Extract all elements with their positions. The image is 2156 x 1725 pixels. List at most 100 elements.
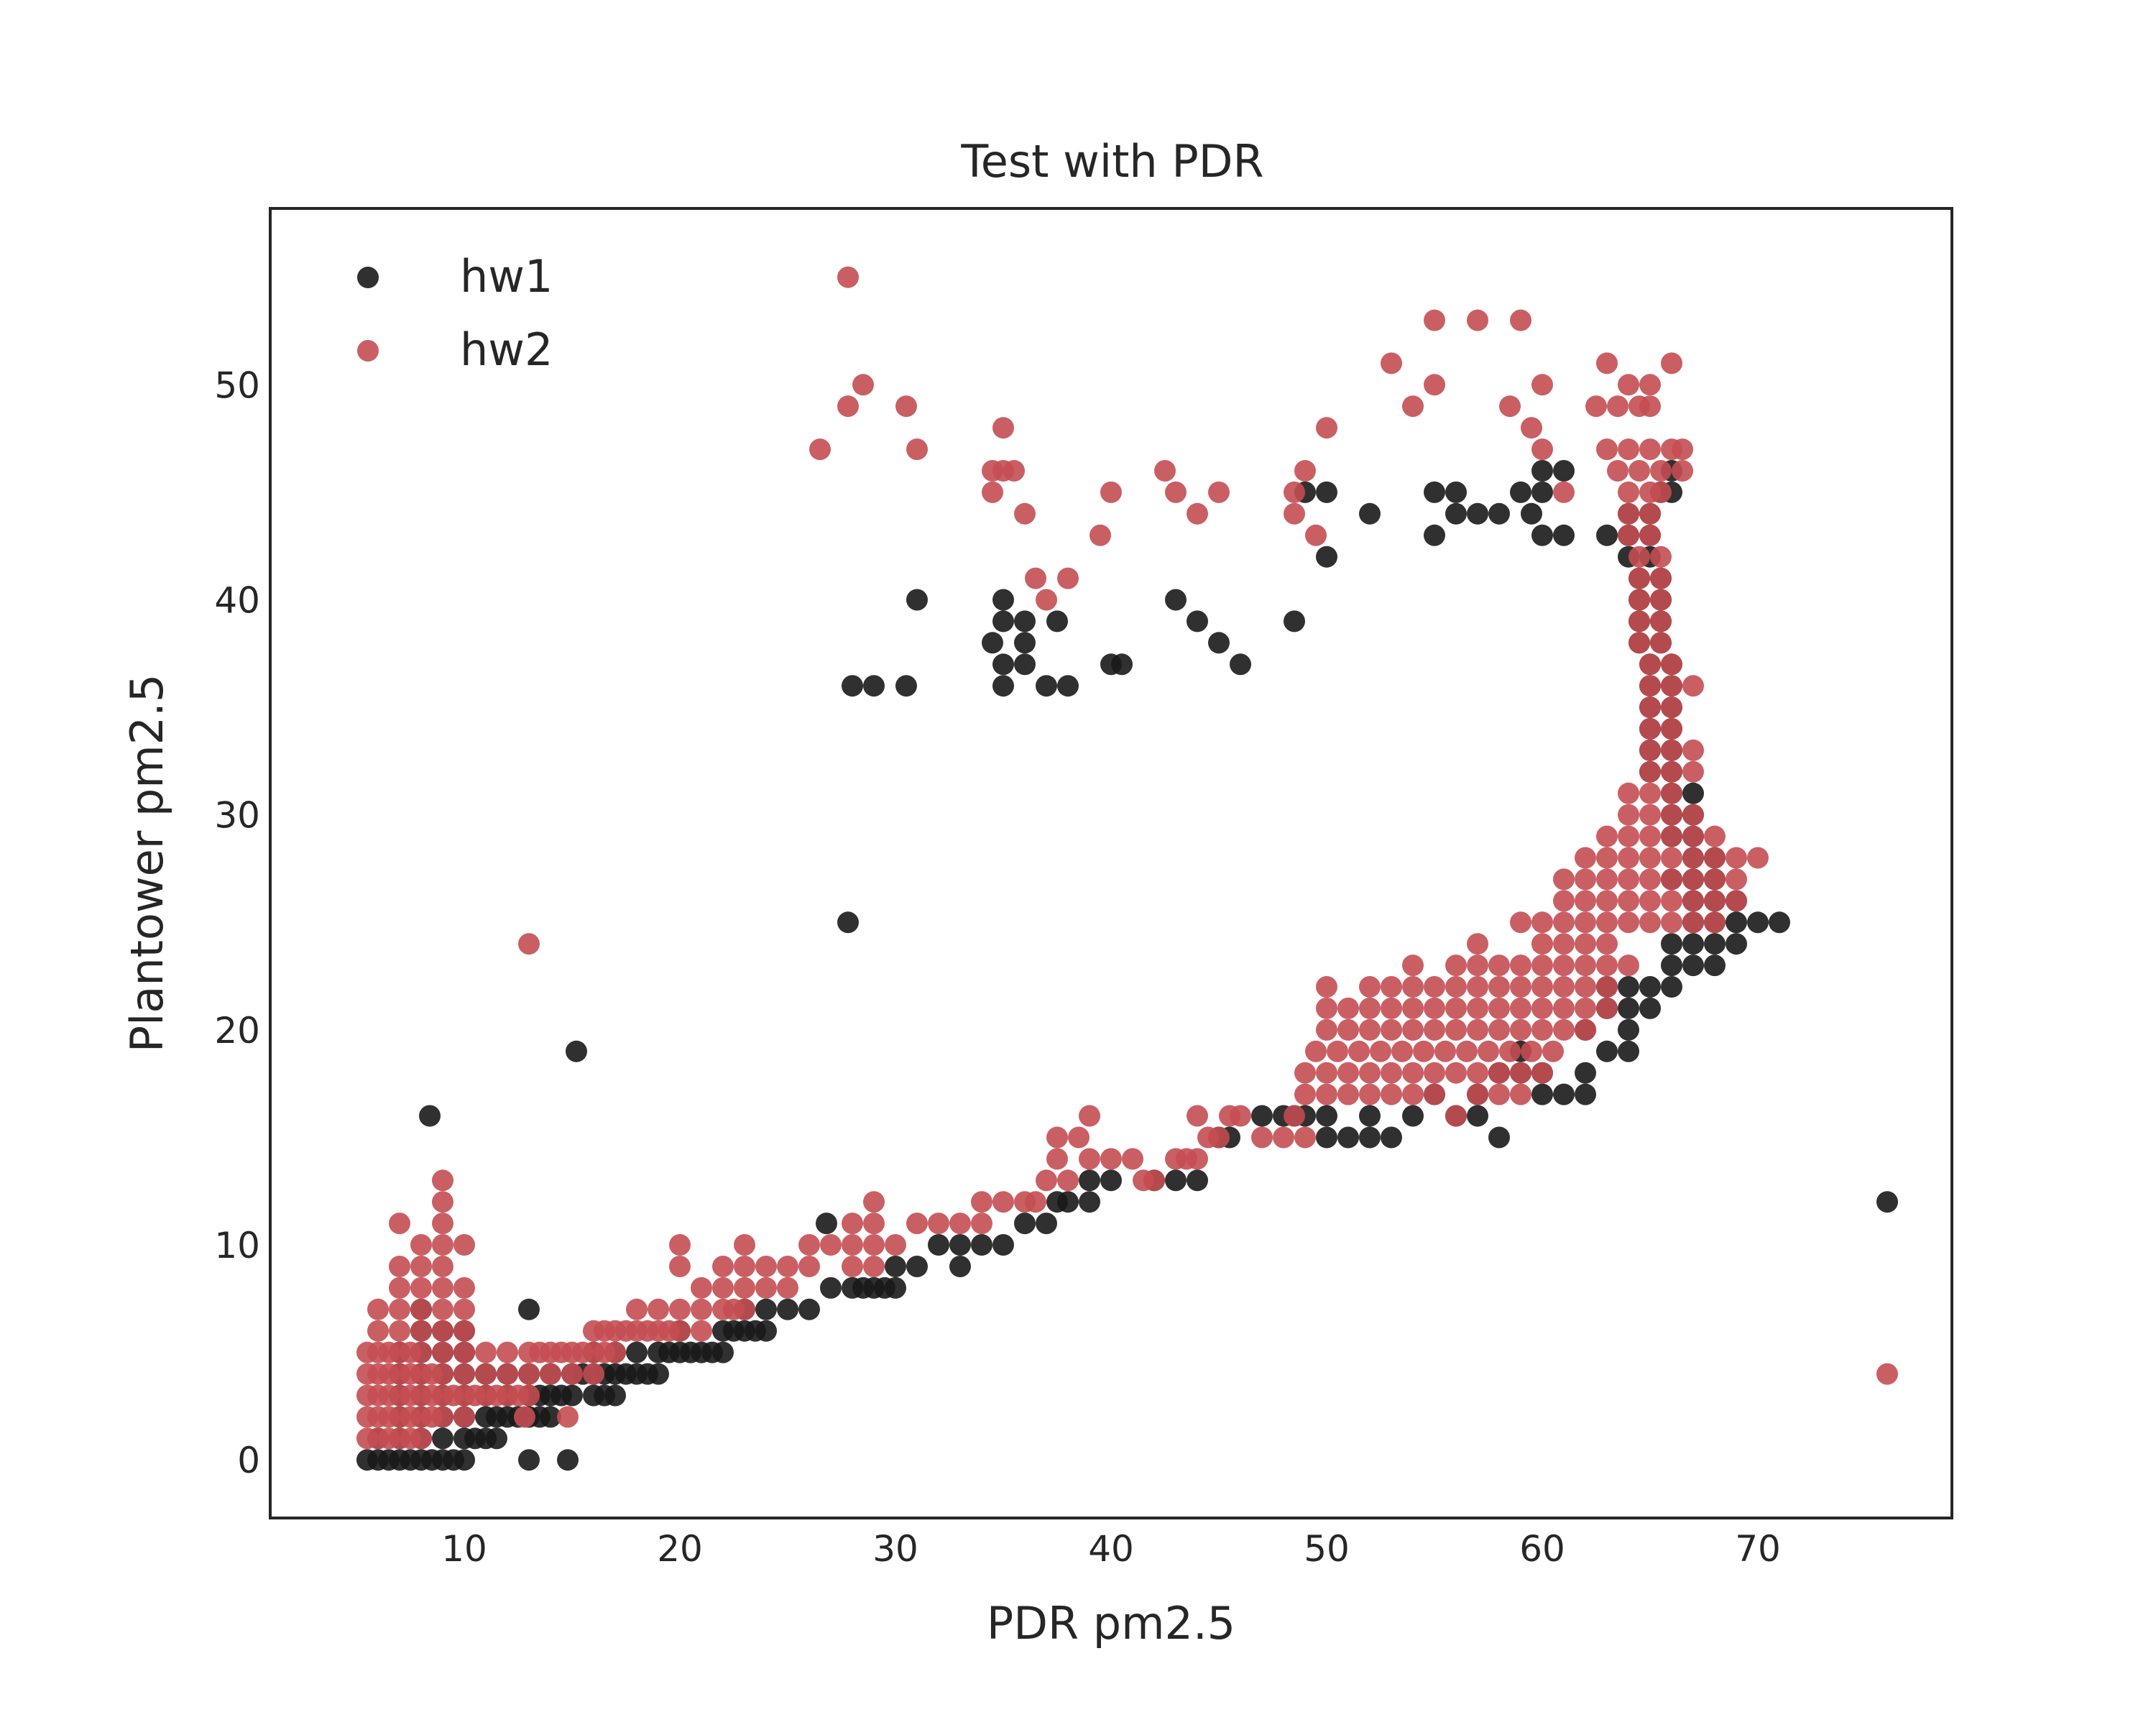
data-point-hw1 [626,1341,648,1363]
data-point-hw1 [982,632,1003,654]
legend-marker-hw1 [357,267,379,288]
data-point-hw2 [1510,976,1531,998]
data-point-hw2 [798,1234,820,1256]
data-point-hw1 [1014,1213,1036,1235]
data-point-hw2 [1359,997,1381,1019]
data-point-hw2 [1208,1126,1230,1149]
data-point-hw1 [1057,675,1079,697]
data-point-hw1 [1359,1126,1381,1149]
data-point-hw1 [1682,782,1704,804]
data-point-hw2 [389,1256,410,1277]
data-point-hw1 [1704,933,1726,955]
data-point-hw2 [1628,610,1650,632]
data-point-hw2 [863,1234,885,1256]
data-point-hw1 [1316,1126,1337,1149]
data-point-hw1 [1769,911,1790,934]
data-point-hw2 [755,1276,777,1299]
data-point-hw1 [885,1256,906,1277]
data-point-hw2 [1488,954,1510,977]
data-point-hw2 [1100,1148,1122,1170]
data-point-hw2 [1639,804,1661,826]
data-point-hw2 [1531,911,1553,934]
data-point-hw2 [1402,1083,1424,1105]
data-point-hw2 [1661,911,1682,934]
data-point-hw2 [1510,309,1531,331]
data-point-hw1 [928,1234,949,1256]
data-point-hw1 [842,675,863,697]
data-point-hw1 [1726,911,1747,934]
data-point-hw1 [1402,1105,1424,1127]
data-point-hw2 [432,1298,453,1320]
data-point-hw2 [1305,1040,1327,1062]
data-point-hw2 [1618,911,1639,934]
data-point-hw1 [992,675,1014,697]
data-point-hw1 [1046,610,1068,632]
data-point-hw1 [755,1298,777,1320]
data-point-hw2 [971,1191,992,1213]
data-point-hw2 [453,1298,475,1320]
data-point-hw2 [1672,460,1693,482]
chart-title: Test with PDR [960,135,1263,188]
data-point-hw2 [1553,997,1575,1019]
y-tick-label: 40 [214,580,260,622]
data-point-hw2 [1176,1148,1197,1170]
data-point-hw2 [1294,1083,1316,1105]
data-point-hw2 [410,1427,432,1450]
data-point-hw2 [1596,847,1618,869]
data-point-hw2 [1510,1018,1531,1041]
data-point-hw2 [518,933,540,955]
data-point-hw2 [1348,1040,1370,1062]
data-point-hw1 [648,1363,669,1385]
data-point-hw2 [842,1256,863,1277]
data-point-hw2 [863,1213,885,1235]
data-point-hw1 [1876,1191,1898,1213]
data-point-hw2 [626,1298,648,1320]
data-point-hw2 [1337,997,1359,1019]
data-point-hw1 [1057,1191,1079,1213]
data-point-hw2 [1553,976,1575,998]
data-point-hw2 [777,1256,798,1277]
data-point-hw2 [1381,1062,1402,1084]
data-point-hw2 [1488,997,1510,1019]
data-point-hw2 [1187,502,1208,525]
data-point-hw1 [1337,1126,1359,1149]
data-point-hw1 [1424,524,1445,546]
data-point-hw1 [992,589,1014,611]
data-point-hw1 [1467,1105,1488,1127]
data-point-hw2 [1089,524,1111,546]
data-point-hw2 [1370,1040,1391,1062]
data-point-hw2 [367,1320,389,1342]
data-point-hw1 [604,1384,626,1407]
data-point-hw2 [1381,997,1402,1019]
legend-label-hw1: hw1 [460,250,553,303]
data-point-hw1 [906,1256,928,1277]
data-point-hw2 [1402,976,1424,998]
data-point-hw2 [1510,911,1531,934]
data-point-hw1 [1682,954,1704,977]
data-point-hw1 [992,610,1014,632]
data-point-hw2 [1661,760,1682,783]
data-point-hw2 [410,1320,432,1342]
data-point-hw2 [1575,868,1596,891]
data-point-hw2 [1639,890,1661,912]
data-point-hw2 [1575,1018,1596,1041]
data-point-hw2 [1208,481,1230,503]
data-point-hw1 [1575,1083,1596,1105]
data-point-hw2 [1467,933,1488,955]
data-point-hw2 [1650,481,1672,503]
data-point-hw2 [432,1276,453,1299]
data-point-hw1 [777,1298,798,1320]
data-point-hw2 [1521,417,1542,439]
data-point-hw2 [712,1276,734,1299]
data-point-hw2 [561,1363,583,1385]
data-point-hw1 [1521,502,1542,525]
data-point-hw2 [1316,1018,1337,1041]
data-point-hw2 [1618,954,1639,977]
data-point-hw2 [863,1191,885,1213]
data-point-hw2 [1510,997,1531,1019]
data-point-hw2 [1305,524,1327,546]
data-point-hw2 [1553,890,1575,912]
data-point-hw2 [1639,782,1661,804]
data-point-hw2 [1391,1040,1413,1062]
data-point-hw2 [1596,825,1618,847]
